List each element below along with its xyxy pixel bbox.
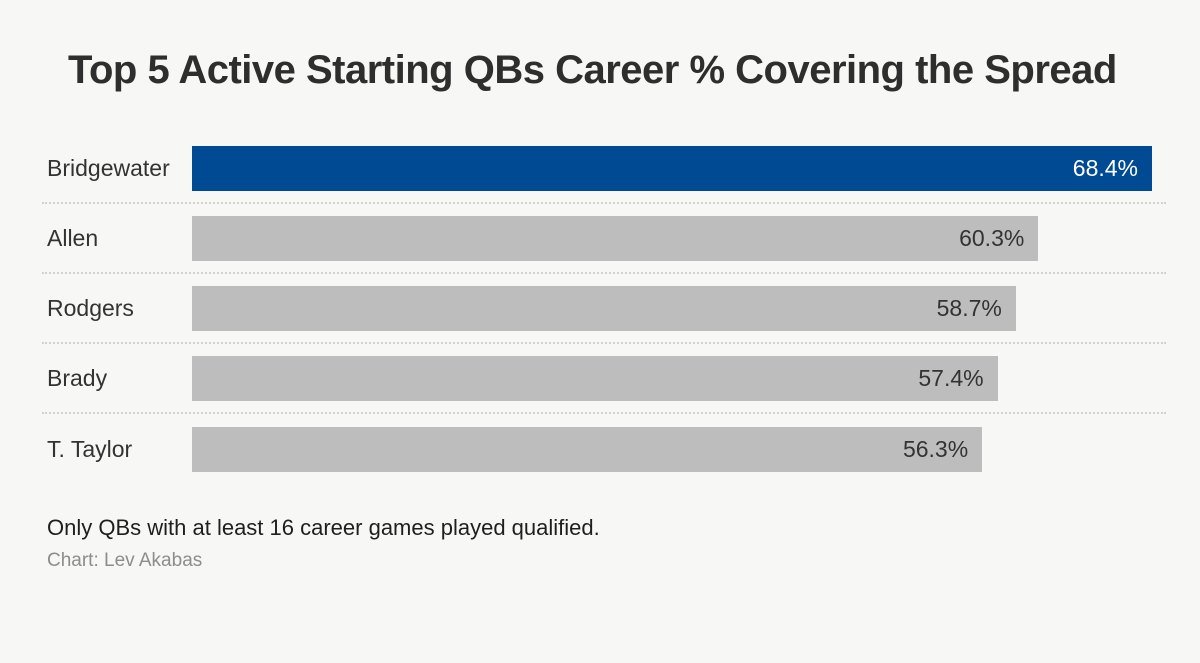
chart-canvas: { "title": "Top 5 Active Starting QBs Ca… [0, 46, 1200, 663]
bar-value-label: 57.4% [918, 364, 984, 391]
bar-row-t-taylor: T. Taylor 56.3% [42, 414, 1166, 484]
bar-bridgewater: 68.4% [192, 145, 1152, 191]
chart-footnote: Only QBs with at least 16 career games p… [47, 515, 600, 540]
bar-track: 60.3% [192, 215, 1152, 261]
bar-rodgers: 58.7% [192, 285, 1016, 331]
qb-name-label: T. Taylor [47, 435, 133, 462]
qb-name-label: Brady [47, 364, 108, 391]
qb-name-label: Allen [47, 224, 99, 251]
chart-title: Top 5 Active Starting QBs Career % Cover… [68, 48, 1117, 92]
bar-row-bridgewater: Bridgewater 68.4% [42, 134, 1166, 204]
bar-t-taylor: 56.3% [192, 426, 983, 472]
bar-value-label: 68.4% [1072, 154, 1138, 181]
bar-value-label: 58.7% [936, 294, 1002, 321]
bar-value-label: 56.3% [902, 435, 969, 462]
chart-card: Top 5 Active Starting QBs Career % Cover… [0, 46, 1200, 663]
bar-allen: 60.3% [192, 215, 1039, 261]
bar-row-allen: Allen 60.3% [42, 204, 1166, 274]
bar-value-label: 60.3% [959, 224, 1025, 251]
bar-brady: 57.4% [192, 355, 998, 401]
bar-row-brady: Brady 57.4% [42, 344, 1166, 414]
bar-chart: Bridgewater 68.4% Allen 60.3% Rodgers 58… [42, 134, 1166, 484]
bar-track: 56.3% [192, 426, 1152, 472]
bar-track: 58.7% [192, 285, 1152, 331]
chart-credit: Chart: Lev Akabas [47, 550, 203, 571]
qb-name-label: Bridgewater [47, 154, 170, 181]
bar-row-rodgers: Rodgers 58.7% [42, 274, 1166, 344]
bar-track: 68.4% [192, 145, 1152, 191]
bar-track: 57.4% [192, 355, 1152, 401]
qb-name-label: Rodgers [47, 294, 134, 321]
